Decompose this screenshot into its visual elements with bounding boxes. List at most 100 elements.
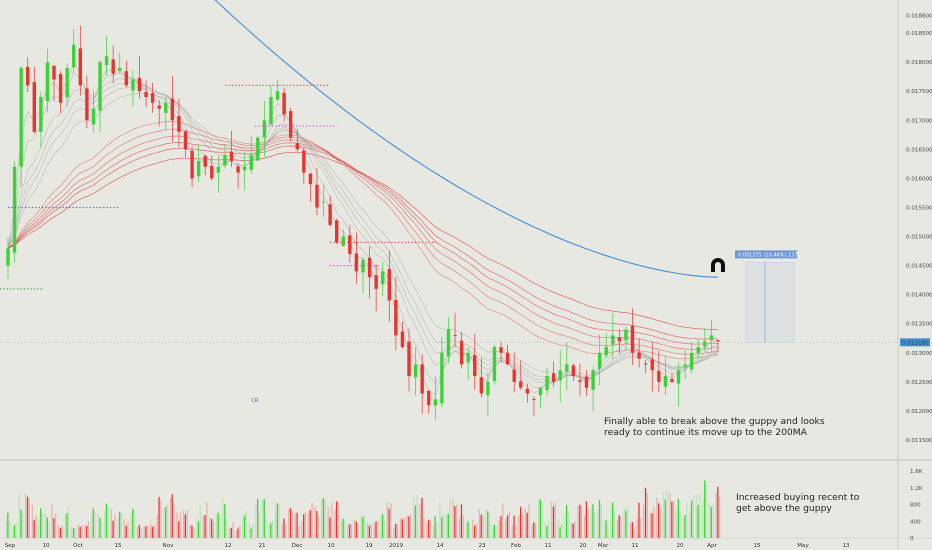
volume-bar: [210, 518, 213, 538]
volume-bar: [658, 503, 660, 538]
candle-body: [394, 299, 398, 336]
volume-bar: [675, 507, 678, 538]
candle-body: [150, 93, 155, 103]
candle-body: [26, 66, 30, 86]
volume-bar: [71, 525, 73, 538]
volume-bar: [442, 514, 445, 538]
guppy-long-line: [7, 142, 719, 345]
candle-body: [170, 98, 175, 121]
volume-bar: [524, 508, 527, 538]
volume-bar: [184, 514, 186, 538]
volume-bar: [410, 513, 412, 538]
measure-label: 0.001375 (10.44%) 1375: [738, 252, 801, 258]
volume-bar: [225, 517, 228, 538]
candle-body: [12, 166, 17, 253]
candle-body: [124, 71, 129, 86]
candle-body: [91, 108, 96, 125]
volume-bar: [572, 523, 574, 538]
candle-body: [282, 92, 286, 115]
volume-bar: [633, 528, 635, 538]
volume-bar: [531, 525, 533, 538]
volume-bar: [44, 513, 47, 538]
volume-bar: [600, 503, 602, 538]
candle-body: [499, 347, 503, 353]
volume-bar: [702, 500, 704, 538]
candle-body: [591, 370, 595, 390]
candle-body: [196, 160, 201, 177]
volume-bar: [204, 515, 206, 538]
volume-bar: [689, 508, 691, 538]
candle-body: [709, 335, 714, 341]
candle-body: [104, 56, 109, 66]
volume-bar: [408, 516, 410, 538]
volume-bar: [79, 526, 81, 538]
volume-bar: [301, 520, 303, 538]
volume-bar: [518, 514, 520, 538]
volume-bar: [662, 491, 665, 538]
volume-bar: [515, 525, 517, 538]
volume-y-tick-label: 1.2K: [910, 486, 923, 492]
candle-body: [275, 91, 280, 100]
volume-bar: [344, 520, 346, 538]
volume-bar: [388, 508, 390, 538]
candle-body: [519, 381, 523, 388]
y-tick-label: 0.017000: [906, 118, 932, 124]
volume-bar: [491, 526, 494, 538]
volume-bar: [335, 501, 338, 538]
volume-bar: [31, 504, 33, 538]
volume-bar: [559, 526, 561, 538]
volume-bar: [278, 504, 280, 538]
volume-bar: [258, 512, 261, 538]
volume-bar: [594, 512, 596, 538]
candle-body: [98, 62, 102, 111]
volume-bar: [206, 502, 208, 538]
volume-bar: [322, 498, 325, 538]
volume-bar: [403, 517, 405, 538]
volume-bar: [612, 502, 614, 538]
candle-body: [269, 97, 273, 125]
volume-bar: [202, 514, 204, 538]
volume-bar: [46, 517, 48, 538]
volume-bar: [350, 524, 353, 538]
candle-body: [203, 155, 207, 167]
volume-bar: [179, 512, 182, 538]
volume-bar: [646, 492, 648, 538]
volume-bar: [423, 517, 425, 538]
candle-body: [39, 97, 43, 132]
candle-body: [400, 331, 405, 347]
measure-label-bg: [735, 250, 797, 259]
candle-body: [256, 137, 260, 161]
volume-bar: [173, 504, 175, 538]
volume-bar: [364, 515, 366, 538]
volume-bar: [97, 514, 99, 538]
candle-body: [262, 120, 267, 138]
x-tick-label: Sep: [5, 543, 16, 549]
volume-bar: [53, 518, 55, 538]
x-tick-label: May: [797, 543, 809, 549]
volume-bar: [416, 494, 418, 538]
volume-bar: [252, 523, 254, 538]
volume-bar: [636, 517, 638, 538]
volume-bar: [66, 513, 68, 538]
volume-bar: [163, 508, 165, 538]
volume-bar: [528, 504, 530, 538]
volume-bar: [125, 525, 127, 538]
volume-bar: [472, 520, 474, 538]
candle-body: [611, 335, 615, 345]
volume-bar: [459, 516, 461, 538]
candle-body: [361, 259, 365, 273]
y-tick-label: 0.016500: [906, 147, 932, 153]
volume-bar: [592, 504, 594, 538]
volume-bar: [263, 498, 265, 538]
volume-bar: [421, 497, 423, 538]
candle-body: [236, 166, 240, 173]
volume-bar: [500, 516, 502, 538]
volume-bar: [59, 527, 62, 538]
candle-body: [578, 380, 582, 382]
candle-body: [427, 390, 431, 406]
volume-bar: [666, 490, 668, 538]
volume-bar: [607, 525, 609, 538]
volume-bar: [81, 524, 83, 538]
volume-bar: [55, 513, 57, 538]
volume-bar: [25, 493, 27, 538]
